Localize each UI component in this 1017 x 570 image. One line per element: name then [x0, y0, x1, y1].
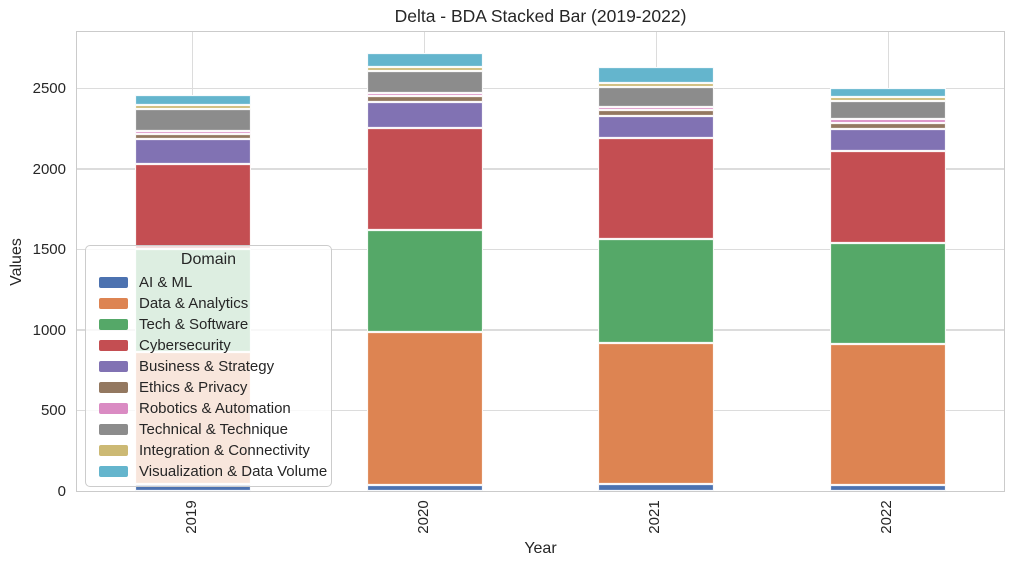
legend-label: Cybersecurity — [139, 337, 231, 354]
bar-segment-2021-technical-technique — [598, 86, 715, 107]
y-tick-label: 1500 — [32, 241, 66, 259]
legend-swatch-icon — [99, 403, 128, 414]
x-axis-label: Year — [524, 540, 557, 557]
bar-segment-2021-ai-ml — [598, 483, 715, 491]
h-gridline — [77, 248, 1004, 251]
legend-item: Visualization & Data Volume — [86, 461, 331, 482]
bar-segment-2021-robotics-automation — [598, 106, 715, 111]
legend-label: Technical & Technique — [139, 421, 288, 438]
bar-segment-2020-visualization-data-volume — [366, 52, 483, 68]
legend-item: Data & Analytics — [86, 293, 331, 314]
bar-segment-2020-business-strategy — [366, 102, 483, 128]
y-tick-label: 2500 — [32, 80, 66, 98]
legend-swatch-icon — [99, 319, 128, 330]
x-tick-label: 2022 — [878, 500, 896, 534]
bar-segment-2020-cybersecurity — [366, 127, 483, 231]
bar-segment-2020-robotics-automation — [366, 92, 483, 96]
legend-label: Robotics & Automation — [139, 400, 291, 417]
legend-swatch-icon — [99, 361, 128, 372]
bar-segment-2022-cybersecurity — [830, 151, 947, 243]
bar-segment-2022-business-strategy — [830, 128, 947, 152]
x-tick-label: 2019 — [182, 500, 200, 534]
bar-segment-2019-cybersecurity — [134, 164, 251, 249]
bar-segment-2021-ethics-privacy — [598, 110, 715, 116]
bar-segment-2020-technical-technique — [366, 70, 483, 93]
bar-segment-2022-robotics-automation — [830, 118, 947, 123]
bar-segment-2021-data-analytics — [598, 342, 715, 484]
h-gridline — [77, 87, 1004, 89]
legend-item: Tech & Software — [86, 314, 331, 335]
legend-item: AI & ML — [86, 272, 331, 293]
bar-segment-2021-tech-software — [598, 238, 715, 343]
legend-label: Tech & Software — [139, 316, 249, 333]
bar-segment-2021-business-strategy — [598, 115, 715, 139]
bar-segment-2019-ethics-privacy — [134, 134, 251, 140]
legend-item: Business & Strategy — [86, 356, 331, 377]
legend-item: Ethics & Privacy — [86, 377, 331, 398]
legend-label: Integration & Connectivity — [139, 442, 310, 459]
bar-segment-2019-visualization-data-volume — [134, 95, 251, 106]
legend-swatch-icon — [99, 340, 128, 351]
legend-item: Cybersecurity — [86, 335, 331, 356]
legend-swatch-icon — [99, 445, 128, 456]
bar-segment-2022-ai-ml — [830, 484, 947, 491]
bar-segment-2020-ai-ml — [366, 484, 483, 491]
h-gridline — [77, 329, 1004, 331]
legend: Domain AI & ML Data & Analytics Tech & Sof… — [85, 245, 332, 487]
bar-segment-2022-integration-connectivity — [830, 97, 947, 102]
bar-segment-2019-robotics-automation — [134, 130, 251, 135]
legend-rows: AI & ML Data & Analytics Tech & Software Cy… — [86, 272, 331, 482]
bar-segment-2019-integration-connectivity — [134, 105, 251, 109]
bar-segment-2020-integration-connectivity — [366, 67, 483, 71]
legend-label: Visualization & Data Volume — [139, 463, 328, 480]
legend-swatch-icon — [99, 466, 128, 477]
bar-segment-2020-ethics-privacy — [366, 95, 483, 103]
legend-item: Robotics & Automation — [86, 398, 331, 419]
legend-label: Business & Strategy — [139, 358, 275, 375]
legend-swatch-icon — [99, 382, 128, 393]
bar-segment-2021-visualization-data-volume — [598, 66, 715, 83]
chart-title: Delta - BDA Stacked Bar (2019-2022) — [394, 6, 687, 26]
bar-segment-2022-visualization-data-volume — [830, 87, 947, 98]
bar-segment-2020-tech-software — [366, 230, 483, 332]
bar-segment-2020-data-analytics — [366, 331, 483, 485]
y-tick-label: 500 — [40, 402, 66, 420]
bar-segment-2022-tech-software — [830, 242, 947, 344]
y-tick-label: 2000 — [32, 160, 66, 178]
x-tick-label: 2021 — [646, 500, 664, 534]
legend-item: Integration & Connectivity — [86, 440, 331, 461]
bar-segment-2022-data-analytics — [830, 343, 947, 485]
h-gridline — [77, 409, 1004, 412]
bar-segment-2022-technical-technique — [830, 101, 947, 119]
legend-swatch-icon — [99, 424, 128, 435]
y-axis-label: Values — [8, 238, 25, 286]
bar-segment-2022-ethics-privacy — [830, 123, 947, 129]
legend-swatch-icon — [99, 277, 128, 288]
bar-segment-2019-technical-technique — [134, 109, 251, 131]
legend-label: AI & ML — [139, 274, 193, 291]
y-tick-label: 0 — [57, 483, 66, 500]
legend-title: Domain — [180, 251, 237, 268]
legend-swatch-icon — [99, 298, 128, 309]
bar-segment-2021-integration-connectivity — [598, 82, 715, 87]
x-tick-label: 2020 — [414, 500, 432, 534]
legend-label: Data & Analytics — [139, 295, 249, 312]
bar-segment-2021-cybersecurity — [598, 138, 715, 239]
bar-segment-2019-ai-ml — [134, 483, 251, 491]
bar-segment-2019-business-strategy — [134, 139, 251, 165]
y-tick-label: 1000 — [32, 321, 66, 339]
h-gridline — [77, 168, 1004, 170]
legend-label: Ethics & Privacy — [139, 379, 248, 396]
legend-item: Technical & Technique — [86, 419, 331, 440]
